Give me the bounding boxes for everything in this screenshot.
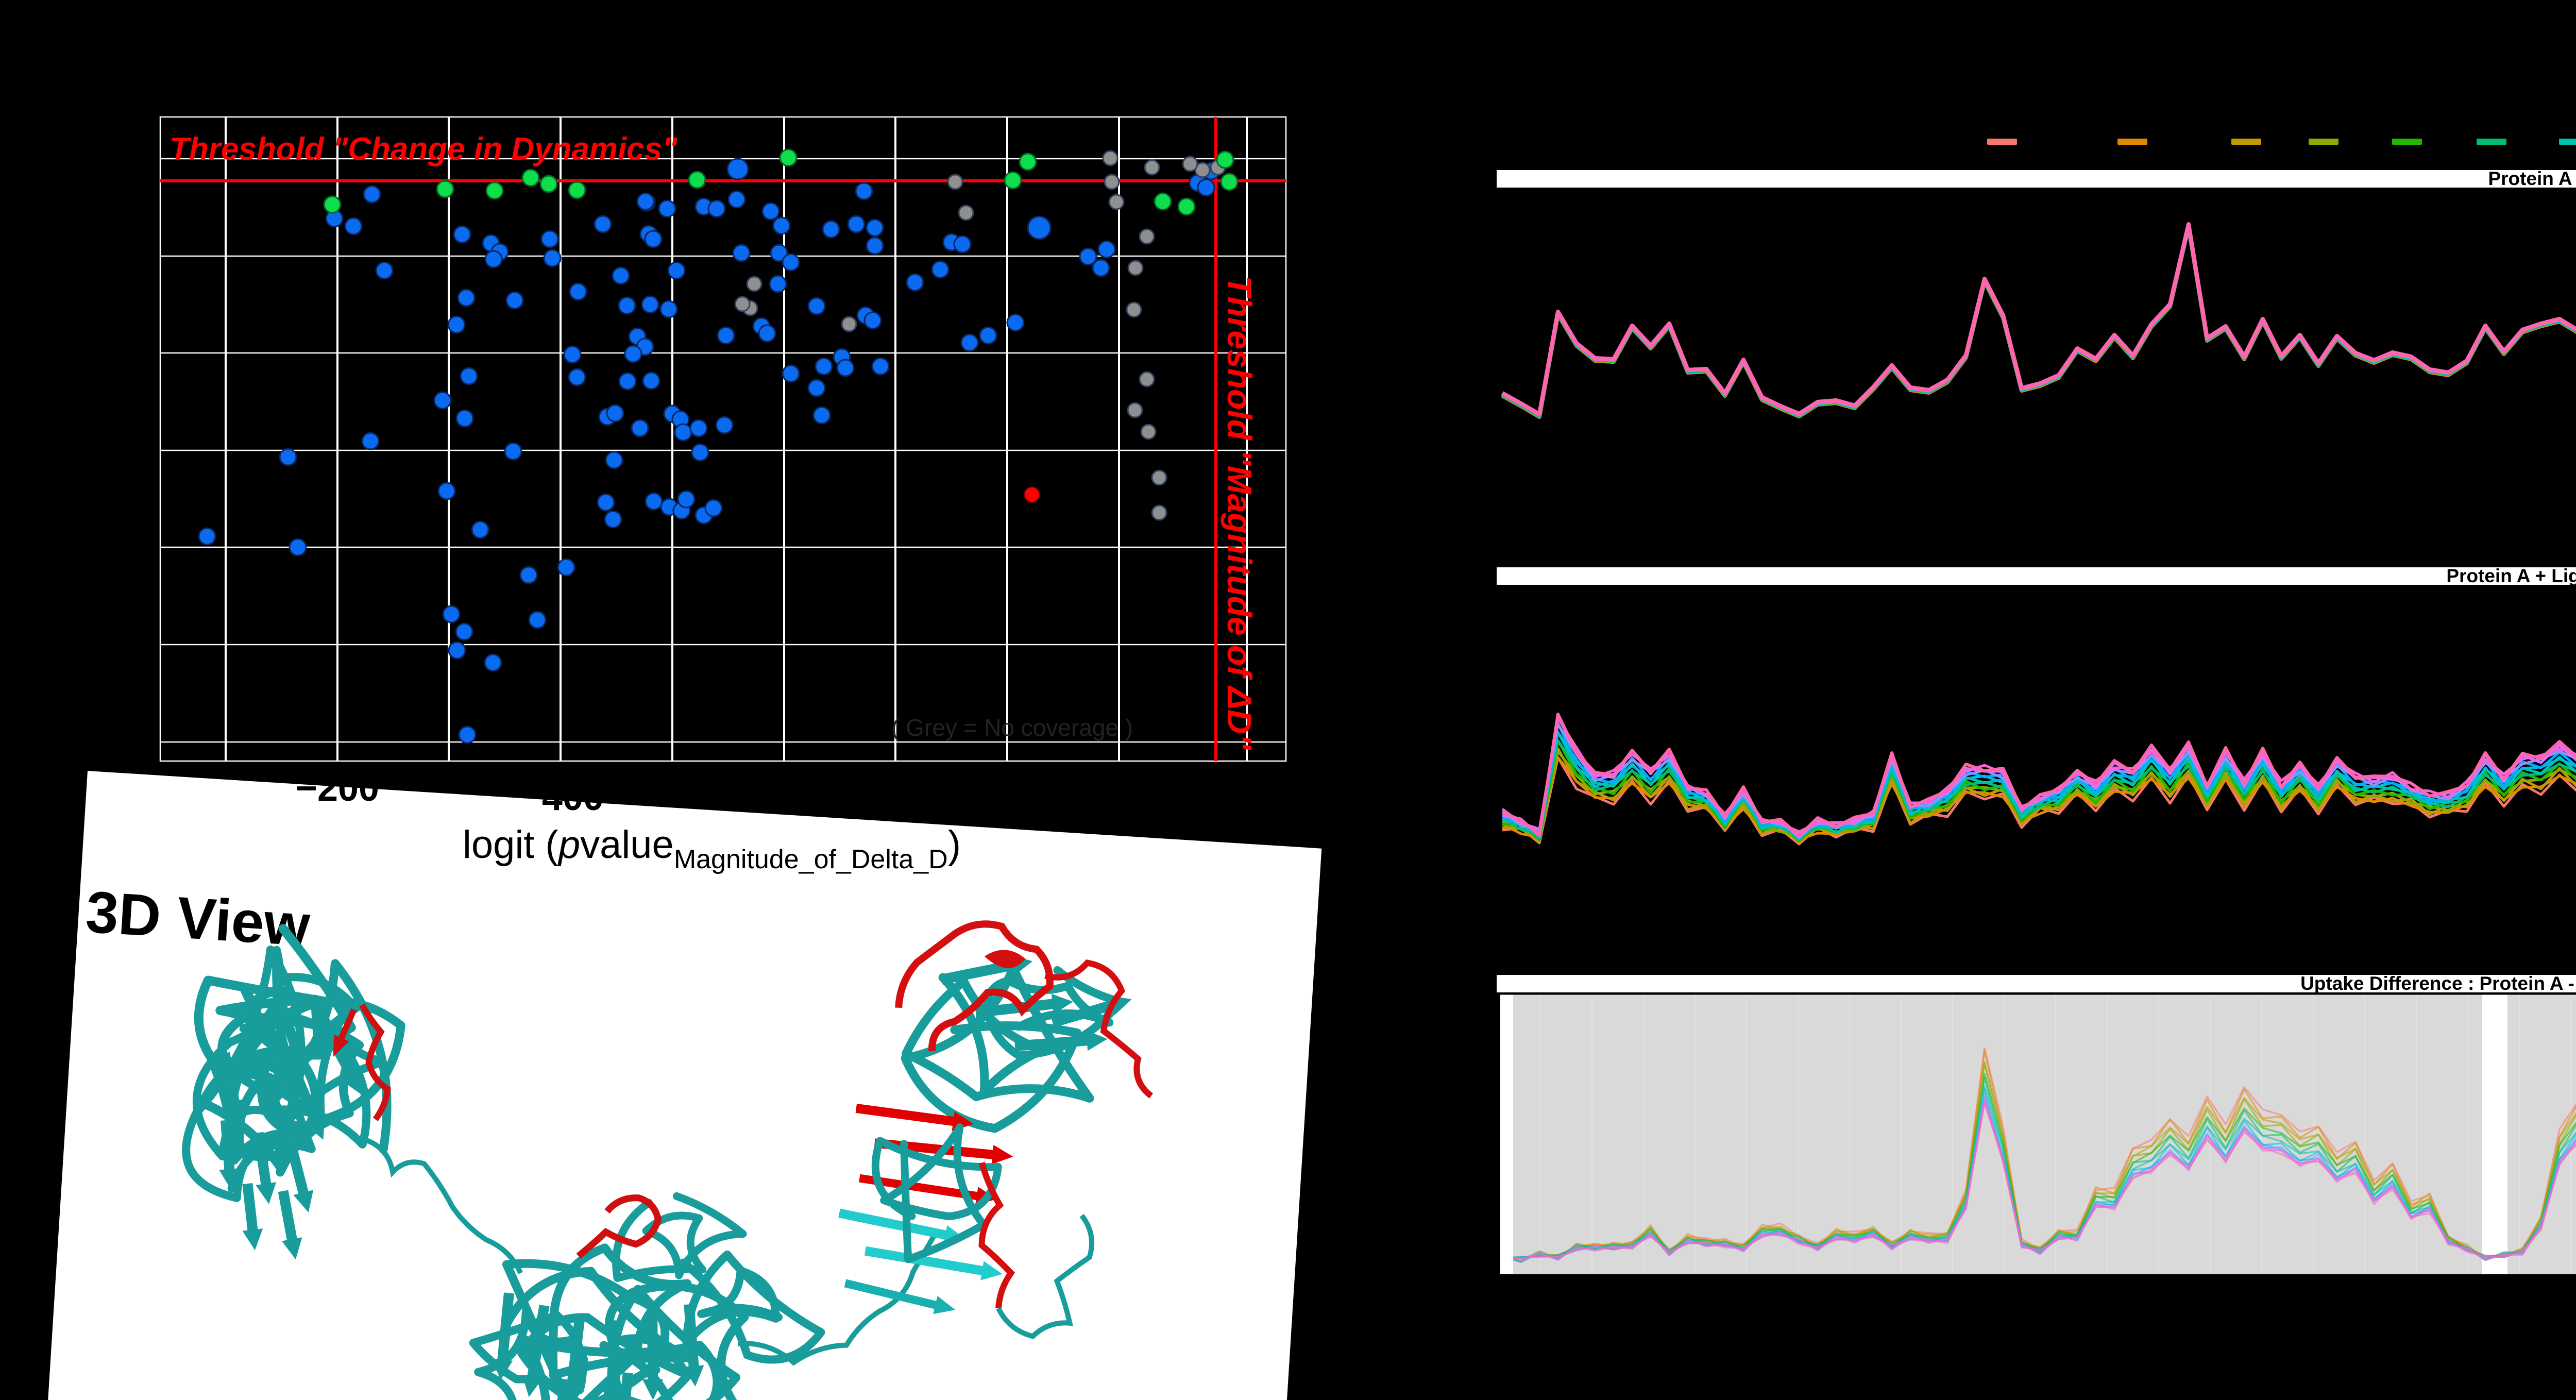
svg-text:( Grey = No coverage ): ( Grey = No coverage ): [891, 714, 1133, 741]
svg-text:Protein A: Protein A: [2488, 168, 2572, 189]
svg-text:Threshold "Change in Dynamics": Threshold "Change in Dynamics": [170, 131, 678, 167]
svg-text:Protein A + Ligand: Protein A + Ligand: [2446, 565, 2576, 586]
svg-text:−200: −200: [296, 768, 379, 809]
svg-text:Uptake Difference : Protein A: Uptake Difference : Protein A - (Protein…: [2300, 973, 2576, 994]
svg-text:Threshold "Magnitude of ΔD": Threshold "Magnitude of ΔD": [1221, 276, 1259, 751]
svg-text:400: 400: [542, 777, 604, 818]
